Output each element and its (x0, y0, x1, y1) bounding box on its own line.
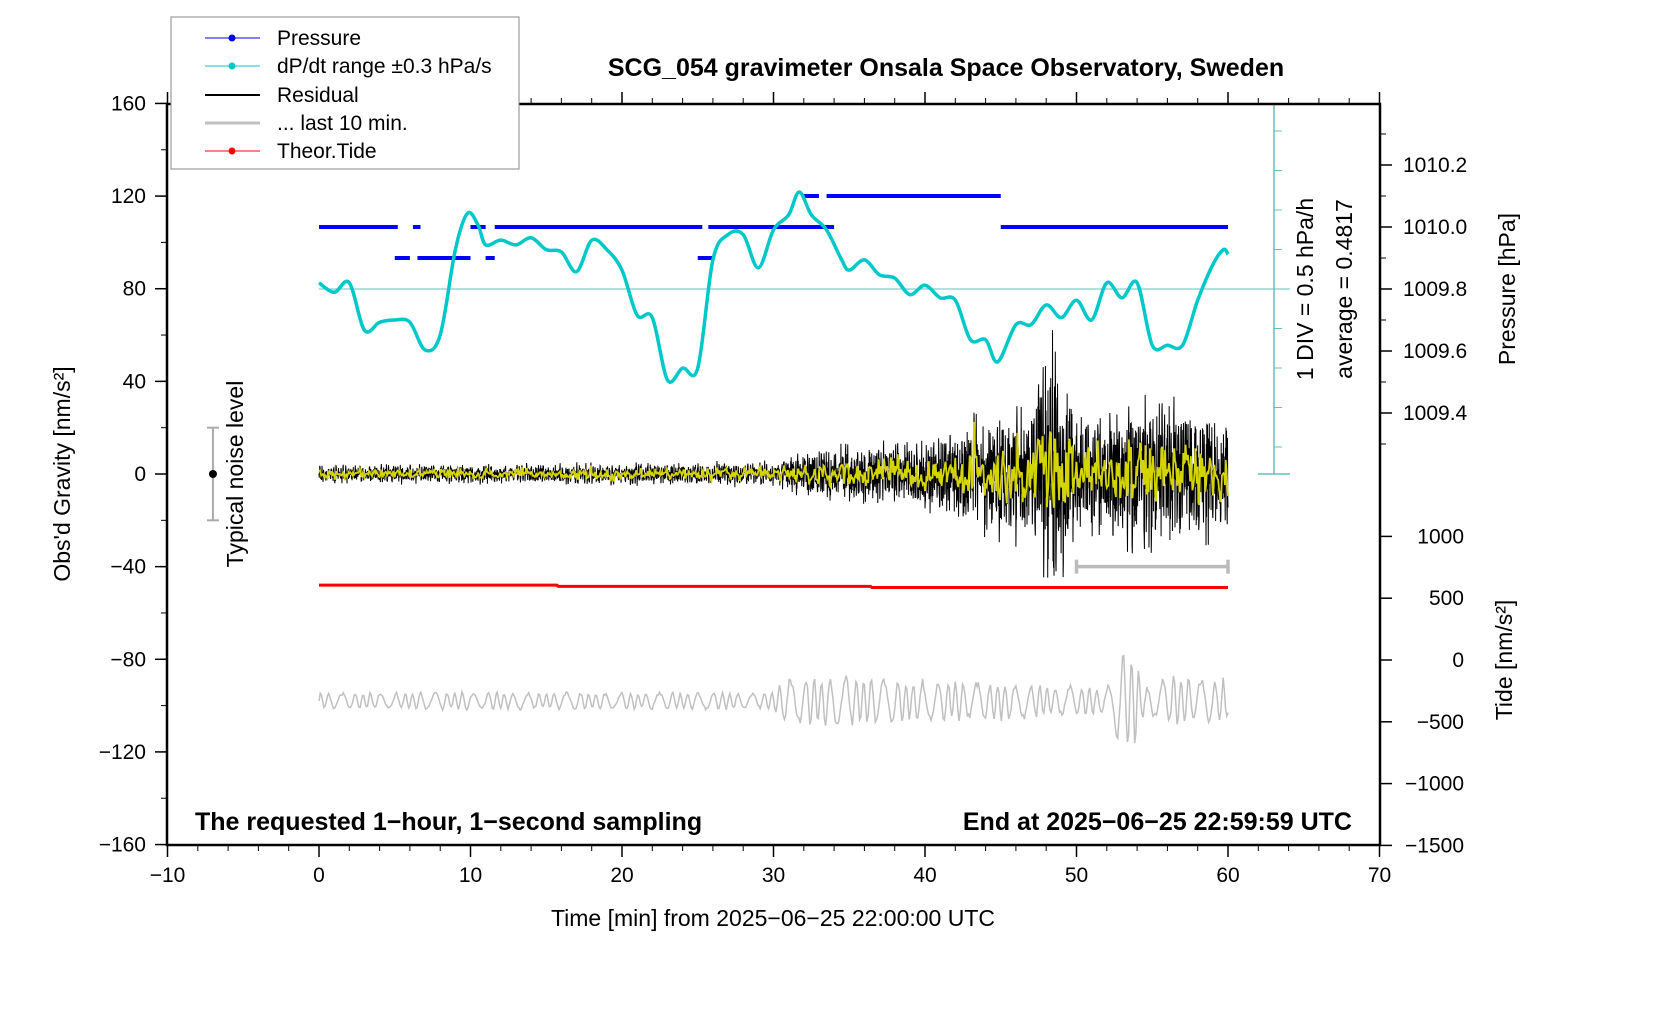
x-tick-label: 10 (459, 864, 482, 887)
y-tick-label: 0 (134, 463, 146, 486)
average-label: average = 0.4817 (1331, 199, 1357, 379)
annotation-end-time: End at 2025−06−25 22:59:59 UTC (963, 808, 1352, 836)
noise-level-dot (208, 470, 217, 478)
pressure-tick-label: 1010.0 (1403, 216, 1467, 239)
pressure-tick-label: 1009.8 (1403, 278, 1467, 301)
x-tick-label: 30 (762, 864, 785, 887)
legend: Pressure dP/dt range ±0.3 hPa/s Residual… (170, 16, 520, 170)
y-tick-label: −120 (99, 741, 146, 764)
x-tick-label: 70 (1368, 864, 1391, 887)
y-tick-label: 120 (111, 185, 146, 208)
last10-series-line (318, 654, 1229, 744)
pressure-tick-label: 1010.2 (1403, 154, 1467, 177)
legend-pressure-label: Pressure (277, 27, 361, 50)
legend-box (170, 16, 520, 170)
noise-level-label: Typical noise level (222, 381, 248, 568)
y-axis-label-pressure: Pressure [hPa] (1494, 213, 1520, 365)
legend-dpdt-label: dP/dt range ±0.3 hPa/s (277, 55, 492, 78)
y-tick-label: 40 (123, 370, 146, 393)
chart-title: SCG_054 gravimeter Onsala Space Observat… (608, 54, 1284, 82)
tide-tick-label: −1000 (1405, 773, 1464, 796)
x-tick-label: −10 (150, 864, 186, 887)
x-tick-label: 40 (913, 864, 936, 887)
legend-pressure-dot (228, 34, 236, 42)
pressure-tick-label: 1009.6 (1403, 340, 1467, 363)
plot-frame (165, 102, 1382, 847)
tide-tick-label: 0 (1452, 649, 1464, 672)
legend-last10-label: ... last 10 min. (277, 112, 408, 135)
y-tick-label: −160 (99, 834, 146, 857)
tide-series-line (319, 583, 1228, 589)
x-tick-label: 0 (313, 864, 325, 887)
y-tick-label: −80 (110, 648, 146, 671)
y-tick-label: −40 (110, 556, 146, 579)
y-tick-label: 160 (111, 92, 146, 115)
y-tick-label: 80 (123, 278, 146, 301)
pressure-tick-label: 1009.4 (1403, 402, 1468, 425)
y-axis-label-tide: Tide [nm/s²] (1491, 600, 1517, 721)
x-tick-label: 20 (610, 864, 633, 887)
dpdt-series-line (317, 190, 1230, 384)
plot-layer: −10 0 10 20 30 40 50 60 70 160 120 80 40 0 −40 −80 −120 −… (99, 92, 1468, 887)
tide-tick-label: 500 (1429, 587, 1464, 610)
legend-dpdt-dot (228, 62, 236, 70)
residual-series-line (318, 330, 1229, 578)
x-axis-label: Time [min] from 2025−06−25 22:00:00 UTC (551, 905, 995, 931)
annotation-sampling: The requested 1−hour, 1−second sampling (195, 808, 702, 836)
tide-tick-label: 1000 (1417, 525, 1464, 548)
div-label: 1 DIV = 0.5 hPa/h (1292, 198, 1318, 380)
residual-filtered-line (318, 421, 1229, 508)
tide-tick-label: −1500 (1405, 834, 1464, 857)
y-axis-label-left: Obs'd Gravity [nm/s²] (49, 366, 75, 581)
x-tick-label: 60 (1216, 864, 1239, 887)
legend-tide-label: Theor.Tide (277, 140, 377, 163)
x-tick-label: 50 (1065, 864, 1088, 887)
tide-tick-label: −500 (1417, 711, 1464, 734)
legend-residual-label: Residual (277, 84, 359, 107)
legend-tide-dot (228, 147, 236, 155)
